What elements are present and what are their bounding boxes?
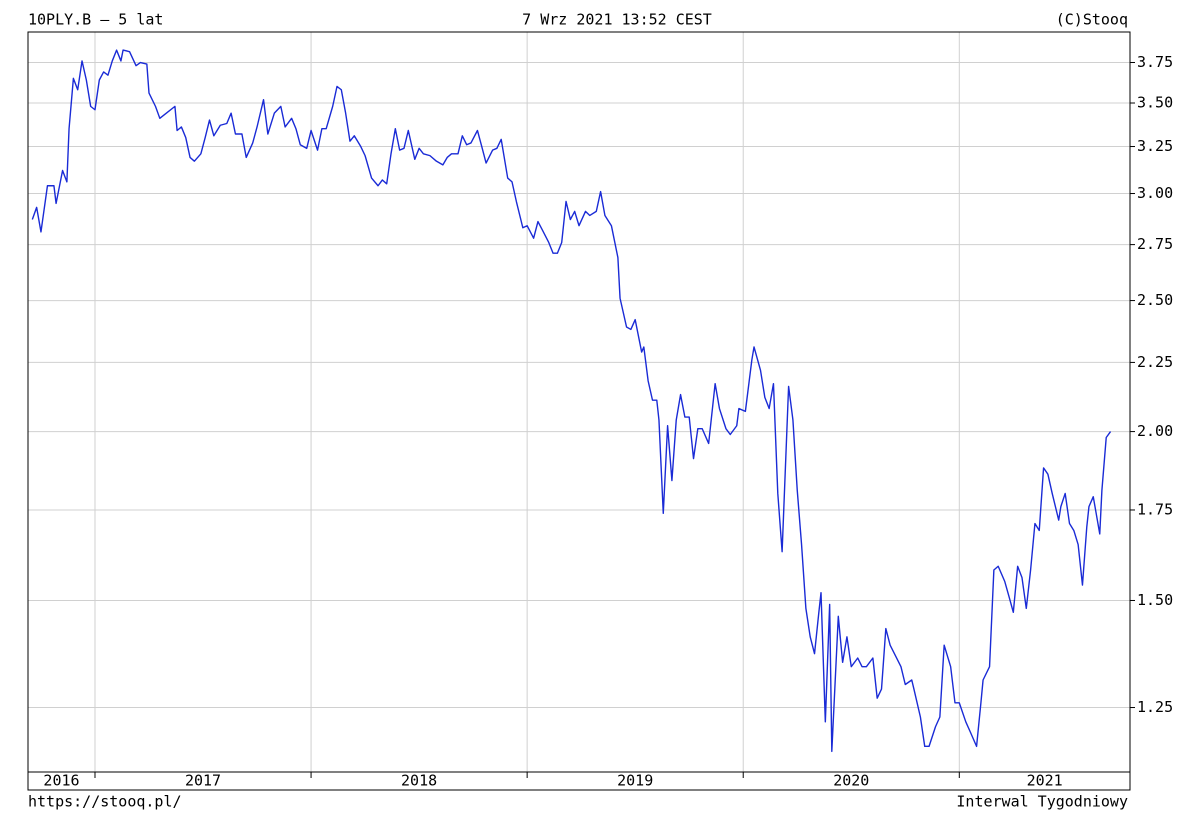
- url: https://stooq.pl/: [28, 793, 182, 811]
- y-tick-label: 2.25: [1137, 353, 1173, 371]
- timestamp: 7 Wrz 2021 13:52 CEST: [522, 11, 712, 29]
- x-tick-label: 2020: [833, 772, 869, 790]
- plot-frame: [27, 31, 1131, 791]
- interval: Interwal Tygodniowy: [956, 793, 1128, 811]
- chart-title: 10PLY.B – 5 lat: [28, 11, 163, 29]
- x-tick-label: 2021: [1027, 772, 1063, 790]
- y-tick-label: 1.25: [1137, 698, 1173, 716]
- x-tick-label: 2018: [401, 772, 437, 790]
- x-tick-label: 2019: [617, 772, 653, 790]
- y-tick-label: 3.75: [1137, 53, 1173, 71]
- y-tick-label: 2.00: [1137, 422, 1173, 440]
- x-tick-label: 2016: [43, 772, 79, 790]
- y-tick-label: 3.25: [1137, 137, 1173, 155]
- y-tick-label: 1.50: [1137, 591, 1173, 609]
- price-line: [31, 49, 1112, 753]
- x-tick-label: 2017: [185, 772, 221, 790]
- y-tick-label: 2.75: [1137, 235, 1173, 253]
- source: (C)Stooq: [1056, 11, 1128, 29]
- y-tick-label: 3.50: [1137, 94, 1173, 112]
- y-tick-label: 2.50: [1137, 291, 1173, 309]
- y-tick-label: 1.75: [1137, 500, 1173, 518]
- y-tick-label: 3.00: [1137, 184, 1173, 202]
